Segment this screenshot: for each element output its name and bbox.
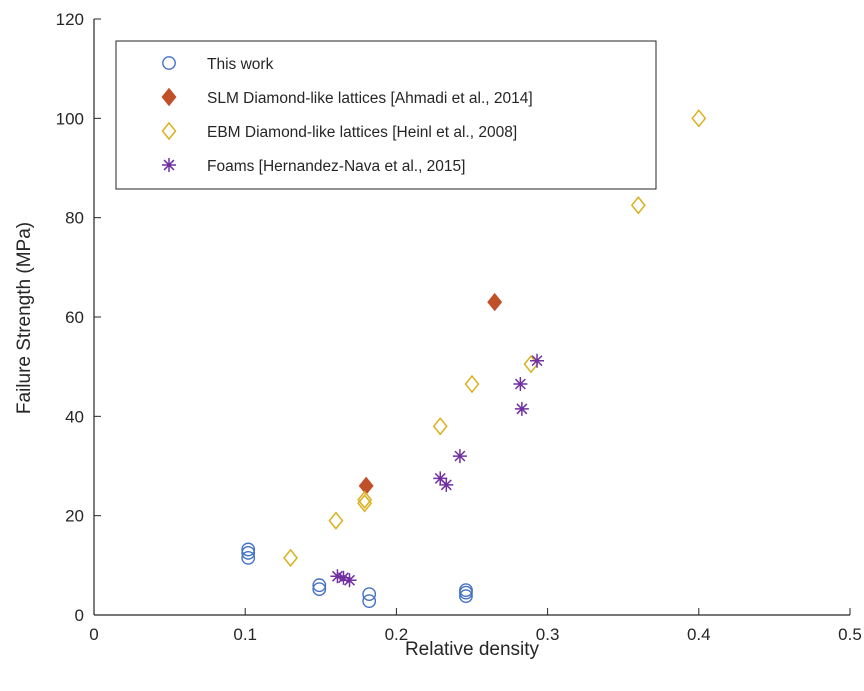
legend-marker <box>162 158 176 172</box>
data-point <box>459 583 473 598</box>
data-point <box>530 353 545 368</box>
legend-entry-label: EBM Diamond-like lattices [Heinl et al.,… <box>207 124 517 141</box>
data-point <box>464 374 480 394</box>
y-tick-label: 20 <box>65 507 84 526</box>
data-point <box>241 542 256 557</box>
data-point <box>336 570 351 585</box>
series-1 <box>358 292 503 496</box>
y-tick-label: 100 <box>56 109 84 128</box>
y-tick-label: 120 <box>56 10 84 29</box>
y-tick-label: 0 <box>75 606 84 625</box>
data-point <box>439 477 454 492</box>
x-tick-label: 0.4 <box>687 625 711 644</box>
legend-entry-label: SLM Diamond-like lattices [Ahmadi et al.… <box>207 90 533 107</box>
data-point <box>241 550 256 565</box>
data-point <box>328 511 344 530</box>
data-marks <box>241 109 707 608</box>
y-tick-label: 80 <box>65 209 84 228</box>
x-tick-label: 0.5 <box>838 625 862 644</box>
data-point <box>357 494 373 513</box>
data-point <box>459 589 473 604</box>
data-point <box>362 587 377 602</box>
legend: This work SLM Diamond-like lattices [Ahma… <box>115 40 657 190</box>
x-tick-label: 0.3 <box>536 625 560 644</box>
data-point <box>362 594 377 608</box>
legend-entry-label: This work <box>207 56 274 73</box>
data-point <box>432 417 448 436</box>
legend-entry-label: Foams [Hernandez-Nava et al., 2015] <box>207 158 465 175</box>
data-point <box>433 471 448 486</box>
legend-marker <box>161 121 177 141</box>
data-point <box>630 196 646 215</box>
y-tick-label: 60 <box>65 308 84 327</box>
x-tick-label: 0.2 <box>385 625 409 644</box>
x-tick-label: 0 <box>89 625 98 644</box>
data-point <box>691 109 707 128</box>
axes: 0 0.1 0.2 0.3 0.4 0.5 0 20 40 60 80 100 120 <box>56 10 862 644</box>
series-3 <box>330 353 545 588</box>
legend-marker <box>162 56 176 70</box>
data-point <box>487 292 503 312</box>
x-tick-label: 0.1 <box>233 625 257 644</box>
x-axis-label: Relative density <box>405 639 540 660</box>
data-point <box>342 573 357 588</box>
data-point <box>513 377 528 392</box>
y-tick-label: 40 <box>65 407 84 426</box>
data-point <box>283 548 299 568</box>
data-point <box>357 490 373 509</box>
y-axis-label: Failure Strength (MPa) <box>14 222 35 414</box>
data-point <box>312 578 327 593</box>
data-point <box>330 569 345 584</box>
data-point <box>514 401 529 416</box>
legend-box <box>115 40 657 190</box>
data-point <box>241 546 256 560</box>
legend-marker <box>161 87 177 107</box>
series-0 <box>241 542 473 608</box>
data-point <box>312 582 327 597</box>
data-point <box>452 449 467 464</box>
